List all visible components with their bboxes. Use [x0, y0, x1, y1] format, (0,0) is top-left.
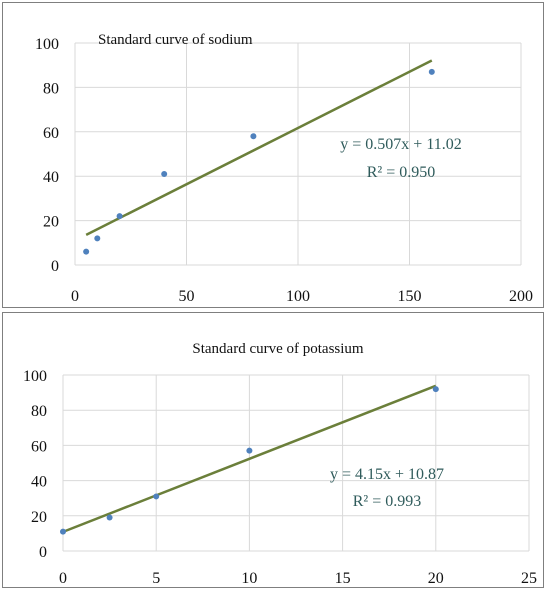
potassium-data-point: [106, 514, 113, 521]
sodium-data-point: [83, 248, 90, 255]
sodium-trendline: [85, 59, 433, 237]
potassium-equation-label: y = 4.15x + 10.87: [330, 466, 444, 483]
sodium-data-point: [94, 235, 101, 242]
potassium-x-tick-label: 10: [241, 570, 257, 587]
potassium-x-tick-label: 0: [59, 570, 67, 587]
sodium-chart-title: Standard curve of sodium: [98, 32, 253, 48]
potassium-x-tick-label: 15: [335, 570, 351, 587]
sodium-chart: 0 20 40 60 80 100 0 50 100 150 200 Standard curve o…: [35, 32, 533, 305]
sodium-x-tick-label: 100: [286, 288, 310, 305]
potassium-y-tick-label: 20: [31, 509, 47, 526]
sodium-y-tick-label: 40: [43, 169, 59, 186]
potassium-data-point: [432, 386, 439, 393]
sodium-y-tick-label: 80: [43, 80, 59, 97]
potassium-r-squared-label: R² = 0.993: [353, 493, 422, 510]
potassium-x-tick-label: 20: [428, 570, 444, 587]
sodium-y-tick-label: 0: [51, 258, 59, 275]
sodium-x-tick-label: 0: [71, 288, 79, 305]
sodium-y-tick-label: 100: [35, 36, 59, 53]
sodium-equation-label: y = 0.507x + 11.02: [340, 136, 461, 153]
sodium-data-point: [116, 213, 123, 220]
potassium-chart-title: Standard curve of potassium: [192, 341, 364, 357]
sodium-x-tick-label: 50: [179, 288, 195, 305]
sodium-chart-panel: 0 20 40 60 80 100 0 50 100 150 200 Standard curve o…: [2, 2, 544, 308]
potassium-y-tick-label: 100: [23, 368, 47, 385]
potassium-data-point: [153, 493, 160, 500]
potassium-y-tick-label: 0: [39, 544, 47, 561]
potassium-trendline: [62, 384, 437, 534]
potassium-chart-panel: 0 20 40 60 80 100 0 5 10 15 20 25 Standard curve of …: [2, 312, 544, 588]
potassium-y-tick-label: 40: [31, 474, 47, 491]
potassium-data-point: [60, 528, 66, 535]
sodium-y-tick-label: 20: [43, 214, 59, 231]
sodium-grid: [74, 42, 522, 266]
potassium-y-tick-label: 60: [31, 438, 47, 455]
potassium-chart: 0 20 40 60 80 100 0 5 10 15 20 25 Standard curve of …: [23, 341, 537, 587]
sodium-x-tick-label: 150: [398, 288, 422, 305]
potassium-y-tick-label: 80: [31, 403, 47, 420]
sodium-data-point: [428, 68, 435, 75]
sodium-data-point: [250, 133, 257, 140]
potassium-x-tick-label: 5: [152, 570, 160, 587]
potassium-grid: [62, 374, 530, 552]
potassium-data-point: [246, 447, 253, 454]
potassium-x-tick-label: 25: [521, 570, 537, 587]
sodium-data-point: [161, 170, 168, 177]
sodium-x-tick-label: 200: [509, 288, 533, 305]
sodium-r-squared-label: R² = 0.950: [367, 164, 436, 181]
sodium-y-tick-label: 60: [43, 125, 59, 142]
